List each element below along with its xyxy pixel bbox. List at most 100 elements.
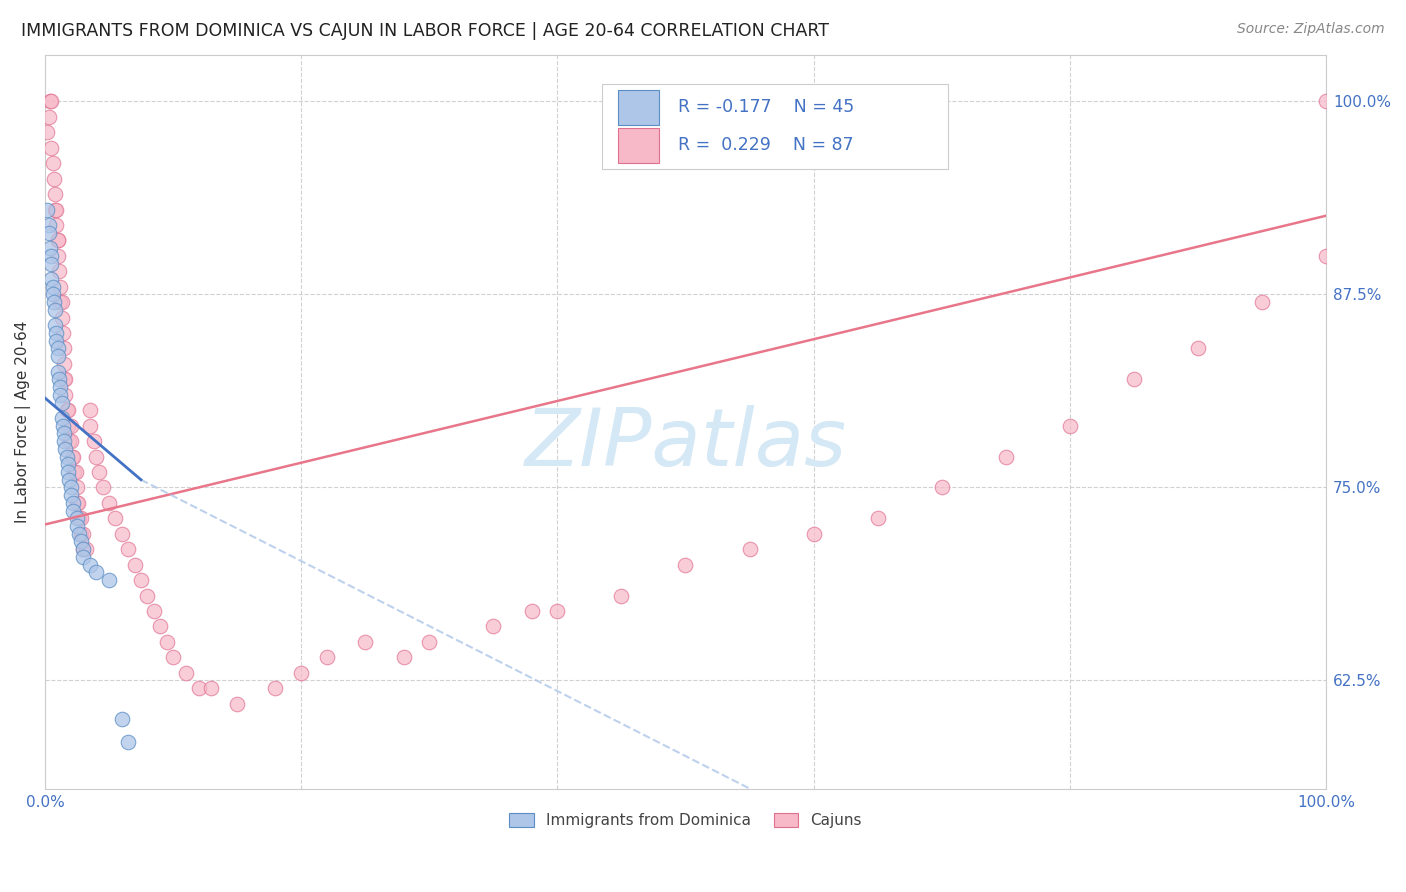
Point: [45, 326, 67, 340]
Point: [53, 342, 76, 356]
Point: [162, 650, 184, 665]
Point: [79, 558, 101, 572]
Point: [53, 372, 76, 386]
Point: [738, 542, 761, 557]
Point: [142, 604, 165, 618]
Point: [41, 156, 63, 170]
Point: [55, 403, 77, 417]
Point: [56, 403, 79, 417]
Point: [62, 496, 84, 510]
Point: [38, 226, 60, 240]
Point: [45, 202, 67, 217]
Text: ZIPatlas: ZIPatlas: [524, 405, 846, 483]
Point: [72, 526, 94, 541]
Point: [187, 681, 209, 695]
Point: [56, 458, 79, 472]
Point: [39, 95, 62, 109]
Point: [66, 519, 89, 533]
Point: [124, 558, 146, 572]
Point: [46, 365, 69, 379]
Point: [69, 534, 91, 549]
Point: [149, 619, 172, 633]
Point: [53, 357, 76, 371]
Point: [41, 279, 63, 293]
Point: [392, 650, 415, 665]
Point: [97, 573, 120, 587]
Point: [69, 511, 91, 525]
Point: [41, 287, 63, 301]
Point: [62, 503, 84, 517]
Point: [49, 388, 72, 402]
Point: [111, 712, 134, 726]
Point: [38, 218, 60, 232]
Point: [72, 549, 94, 564]
Point: [59, 488, 82, 502]
Point: [72, 542, 94, 557]
Point: [55, 388, 77, 402]
Point: [482, 619, 505, 633]
Point: [79, 403, 101, 417]
Point: [48, 372, 70, 386]
Point: [46, 349, 69, 363]
Point: [49, 295, 72, 310]
Point: [200, 681, 222, 695]
Y-axis label: In Labor Force | Age 20-64: In Labor Force | Age 20-64: [15, 320, 31, 523]
Point: [59, 418, 82, 433]
Point: [290, 665, 312, 680]
Point: [51, 310, 73, 325]
Point: [49, 279, 72, 293]
Point: [354, 635, 377, 649]
Point: [53, 434, 76, 449]
FancyBboxPatch shape: [617, 128, 658, 163]
Point: [66, 511, 89, 525]
Point: [84, 450, 107, 464]
Point: [56, 418, 79, 433]
Point: [37, 202, 59, 217]
Point: [546, 604, 568, 618]
Point: [994, 450, 1017, 464]
Point: [60, 450, 83, 464]
Point: [63, 465, 86, 479]
Point: [155, 635, 177, 649]
Point: [174, 665, 197, 680]
Point: [46, 342, 69, 356]
Point: [69, 526, 91, 541]
Point: [51, 295, 73, 310]
Point: [69, 526, 91, 541]
Point: [675, 558, 697, 572]
Point: [58, 473, 80, 487]
Point: [39, 241, 62, 255]
Point: [58, 434, 80, 449]
Legend: Immigrants from Dominica, Cajuns: Immigrants from Dominica, Cajuns: [502, 805, 869, 836]
Point: [97, 496, 120, 510]
Point: [46, 249, 69, 263]
Text: IMMIGRANTS FROM DOMINICA VS CAJUN IN LABOR FORCE | AGE 20-64 CORRELATION CHART: IMMIGRANTS FROM DOMINICA VS CAJUN IN LAB…: [21, 22, 830, 40]
Text: Source: ZipAtlas.com: Source: ZipAtlas.com: [1237, 22, 1385, 37]
Point: [1059, 418, 1081, 433]
Point: [803, 526, 825, 541]
Point: [83, 434, 105, 449]
Point: [129, 573, 152, 587]
Point: [49, 380, 72, 394]
Point: [84, 566, 107, 580]
Point: [75, 542, 97, 557]
Point: [44, 302, 66, 317]
Point: [520, 604, 543, 618]
Point: [117, 542, 139, 557]
Point: [65, 465, 87, 479]
Point: [44, 187, 66, 202]
Point: [87, 465, 110, 479]
Point: [39, 95, 62, 109]
Point: [1187, 342, 1209, 356]
Point: [418, 635, 440, 649]
Point: [66, 496, 89, 510]
Point: [104, 511, 127, 525]
Point: [52, 418, 75, 433]
Point: [59, 480, 82, 494]
Point: [91, 480, 114, 494]
Point: [1315, 249, 1337, 263]
Point: [51, 395, 73, 409]
Point: [866, 511, 889, 525]
Point: [59, 434, 82, 449]
Point: [38, 110, 60, 124]
